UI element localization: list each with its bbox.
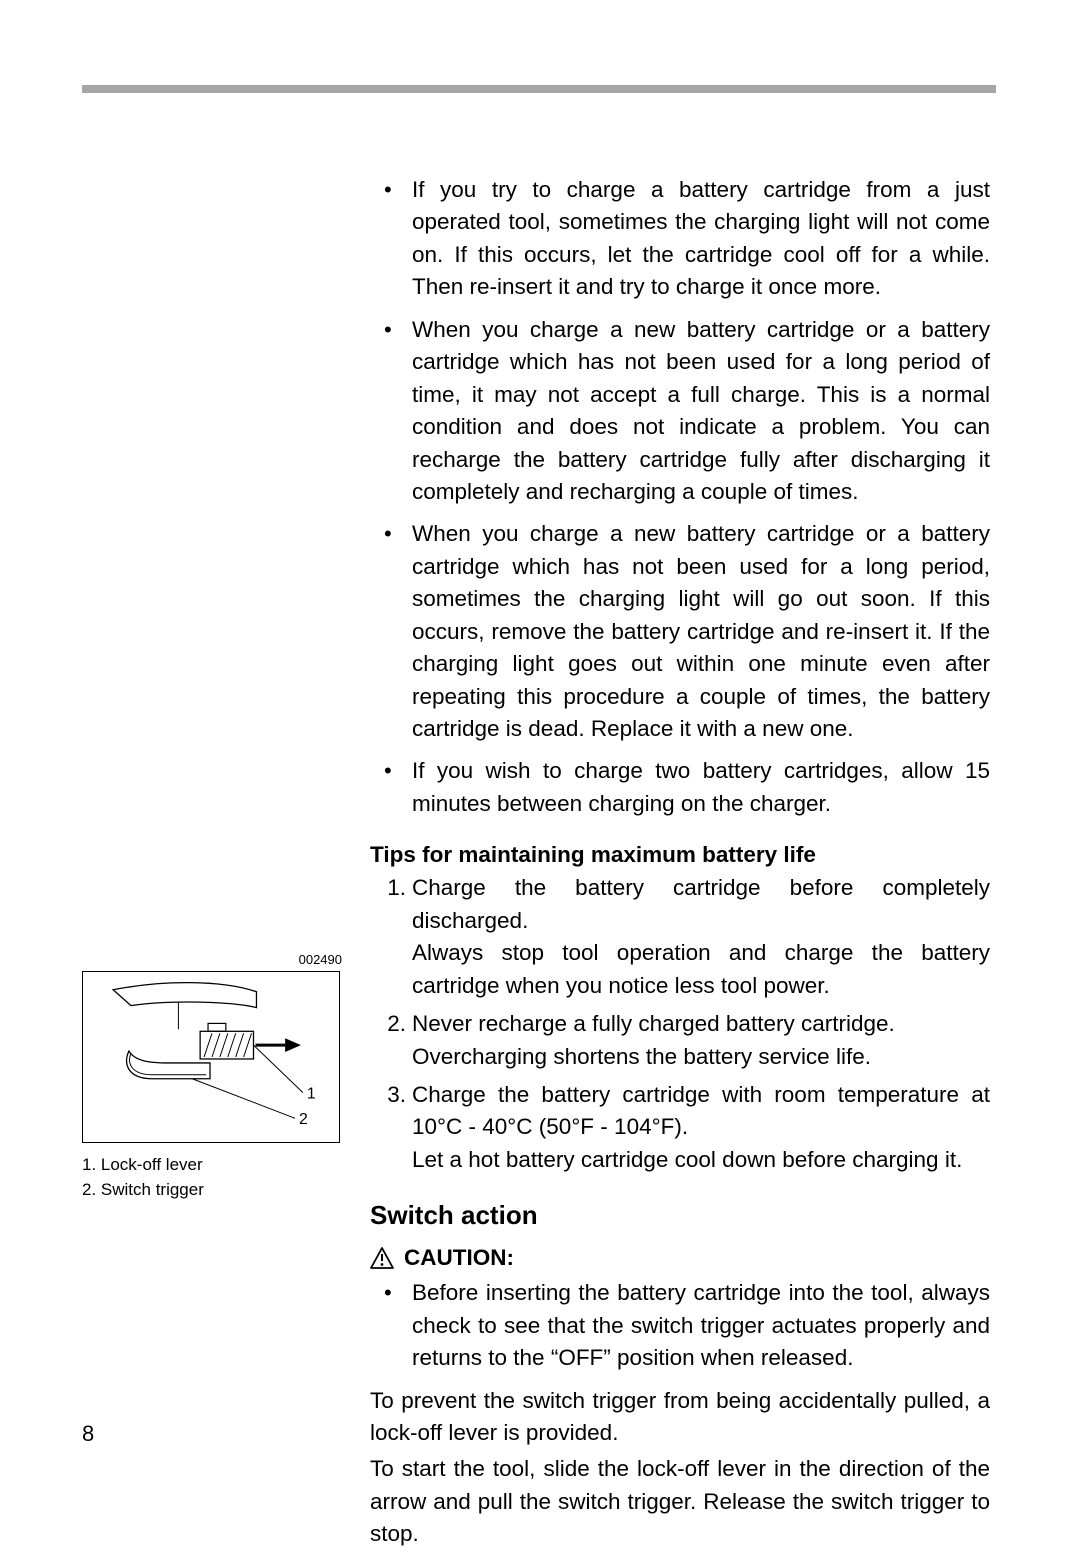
page: 002490	[0, 0, 1080, 1529]
figure-legend: 1. Lock-off lever 2. Switch trigger	[82, 1153, 344, 1202]
list-item: 2. Never recharge a fully charged batter…	[370, 1008, 990, 1073]
caution-list: Before inserting the battery cartridge i…	[370, 1277, 990, 1374]
list-number: 1.	[370, 872, 406, 904]
callout-2: 2	[299, 1111, 308, 1128]
legend-item-1: 1. Lock-off lever	[82, 1153, 344, 1178]
list-text: Charge the battery cartridge before comp…	[412, 875, 990, 997]
list-item: When you charge a new battery cartridge …	[370, 314, 990, 509]
page-number: 8	[82, 1421, 94, 1447]
list-text: Never recharge a fully charged battery c…	[412, 1011, 895, 1068]
list-item: If you wish to charge two battery cartri…	[370, 755, 990, 820]
list-number: 3.	[370, 1079, 406, 1111]
figure-frame: 1 2	[82, 971, 340, 1143]
legend-item-2: 2. Switch trigger	[82, 1178, 344, 1203]
figure-block: 002490	[82, 952, 344, 1202]
caution-label: CAUTION:	[404, 1245, 514, 1271]
callout-1: 1	[307, 1086, 316, 1103]
main-column: If you try to charge a battery cartridge…	[370, 174, 990, 1555]
tips-heading: Tips for maintaining maximum battery lif…	[370, 842, 990, 868]
list-item: 3. Charge the battery cartridge with roo…	[370, 1079, 990, 1176]
list-number: 2.	[370, 1008, 406, 1040]
tips-list: 1. Charge the battery cartridge before c…	[370, 872, 990, 1176]
body-paragraph: To prevent the switch trigger from being…	[370, 1385, 990, 1450]
list-item: 1. Charge the battery cartridge before c…	[370, 872, 990, 1002]
battery-notes-list: If you try to charge a battery cartridge…	[370, 174, 990, 820]
body-paragraph: To start the tool, slide the lock-off le…	[370, 1453, 990, 1550]
caution-row: CAUTION:	[370, 1245, 990, 1271]
section-heading: Switch action	[370, 1200, 990, 1231]
list-item: Before inserting the battery cartridge i…	[370, 1277, 990, 1374]
list-text: Charge the battery cartridge with room t…	[412, 1082, 990, 1172]
list-item: If you try to charge a battery cartridge…	[370, 174, 990, 304]
warning-triangle-icon	[370, 1247, 394, 1269]
figure-code: 002490	[82, 952, 342, 967]
list-item: When you charge a new battery cartridge …	[370, 518, 990, 745]
switch-diagram-icon: 1 2	[83, 972, 339, 1142]
header-rule	[82, 85, 996, 93]
